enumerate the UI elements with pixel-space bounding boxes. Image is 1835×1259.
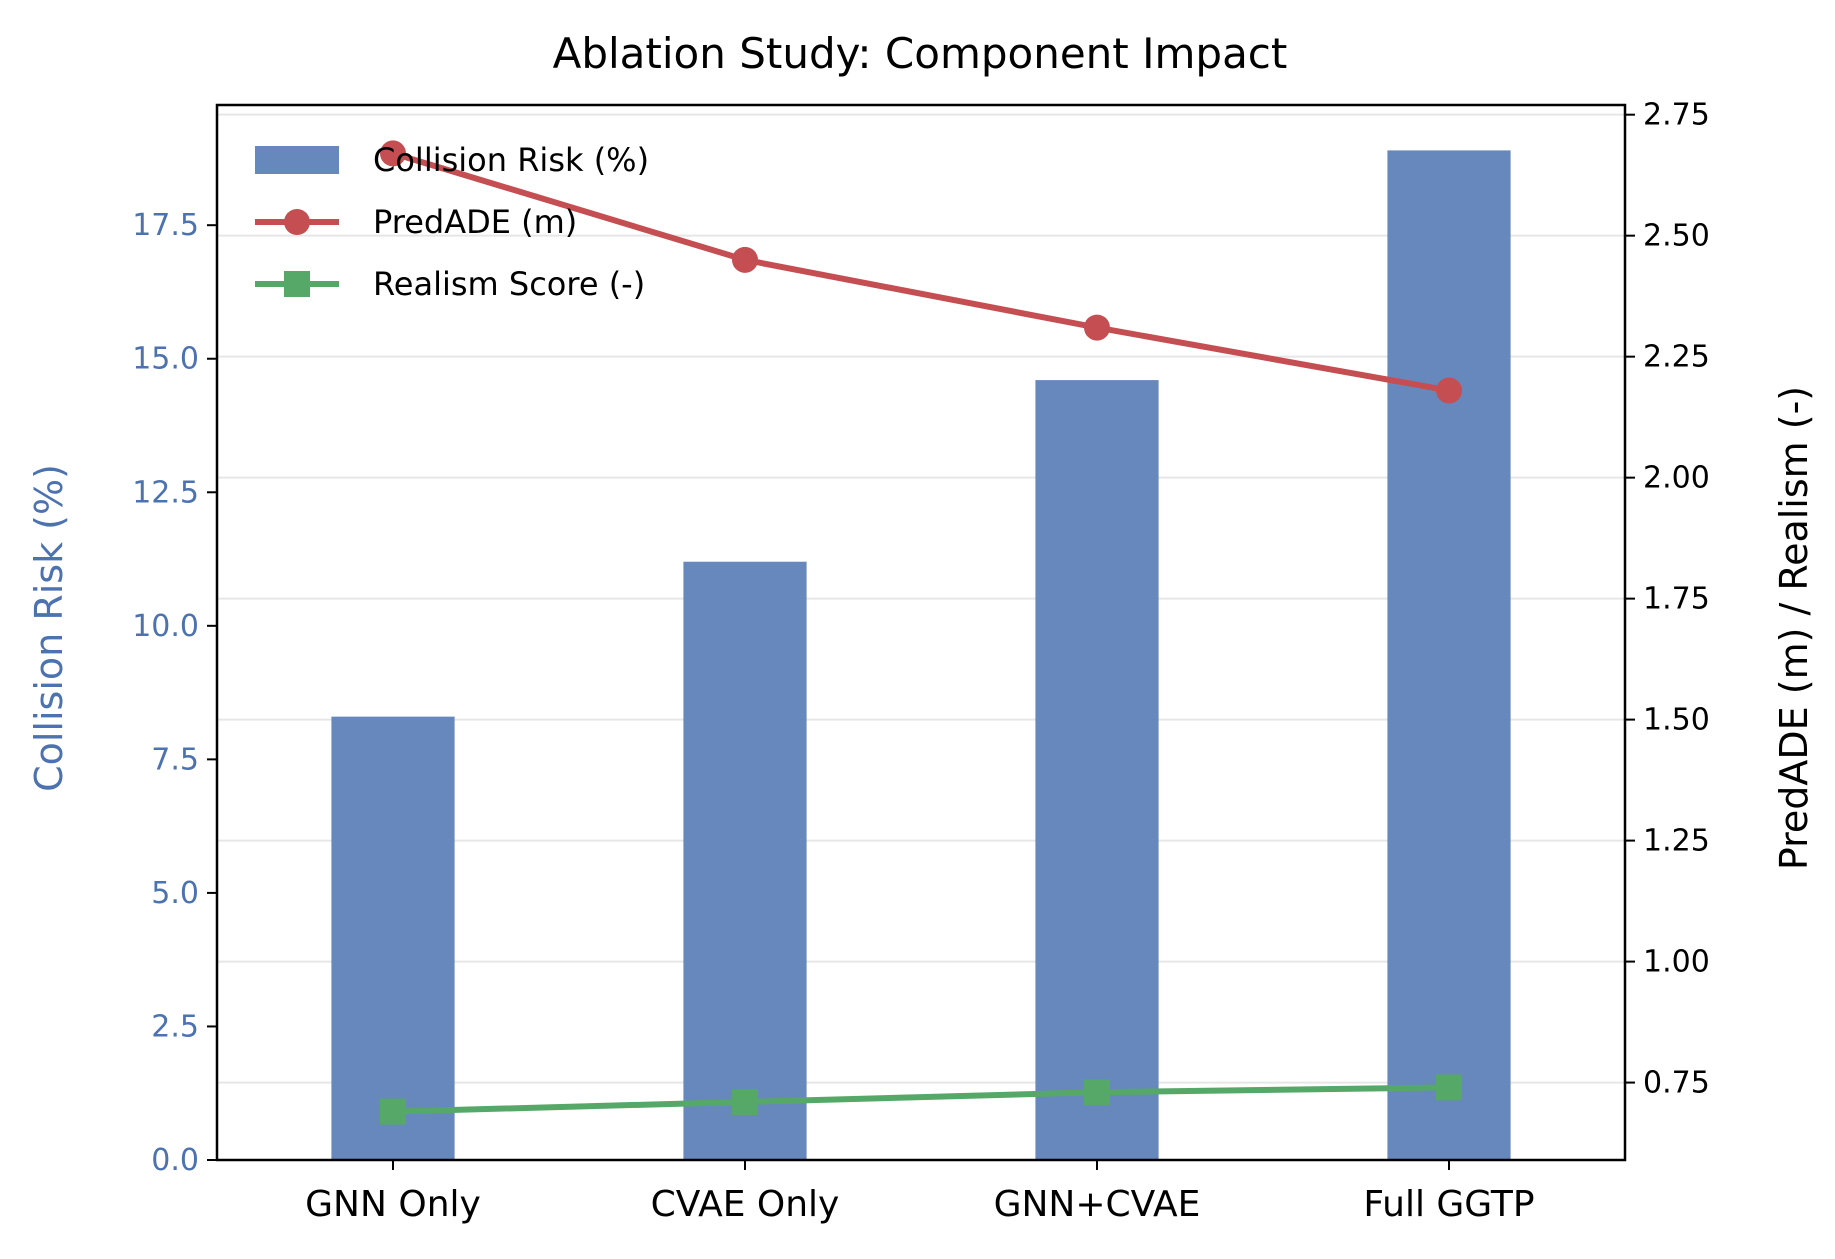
- point-predade-m: [1436, 377, 1462, 404]
- plot-frame: [215, 103, 1627, 1162]
- right-tick-label: 1.25: [1643, 824, 1710, 859]
- right-axis-label: PredADE (m) / Realism (-): [1772, 386, 1816, 870]
- bar-full-ggtp: [1387, 150, 1511, 1161]
- legend-marker-realism-score: [284, 271, 310, 297]
- right-tick-label: 0.75: [1643, 1066, 1710, 1101]
- point-realism-score: [380, 1098, 406, 1125]
- left-tick-label: 0.0: [151, 1143, 199, 1178]
- left-tick-label: 10.0: [132, 609, 199, 644]
- chart-title: Ablation Study: Component Impact: [553, 29, 1288, 78]
- left-axis-label: Collision Risk (%): [27, 464, 71, 792]
- left-tick-label: 12.5: [132, 475, 199, 510]
- left-tick-label: 15.0: [132, 342, 199, 377]
- point-predade-m: [732, 246, 758, 273]
- series-line-predade-m: [392, 150, 1450, 394]
- ticks-layer: 0.0 2.5 5.0 7.5 10.0 12.5 15.0 17.5 0.75 1.00 1.25…: [132, 98, 1710, 1225]
- x-tick-label: CVAE Only: [651, 1184, 840, 1225]
- point-predade-m: [380, 140, 406, 167]
- x-tick-label: GNN+CVAE: [994, 1184, 1201, 1225]
- point-realism-score: [1436, 1074, 1462, 1101]
- legend-swatch-collision-risk: [255, 146, 339, 174]
- lines-layer: [380, 140, 1462, 1125]
- right-tick-label: 2.75: [1643, 98, 1710, 133]
- x-tick-label: GNN Only: [305, 1184, 481, 1225]
- axes-layer: [215, 103, 1627, 1162]
- left-tick-label: 5.0: [151, 876, 199, 911]
- bar-cvae-only: [683, 561, 807, 1160]
- legend-label-collision-risk: Collision Risk (%): [373, 141, 649, 179]
- legend-label-realism-score: Realism Score (-): [373, 265, 645, 303]
- bar-gnn-only: [331, 716, 455, 1160]
- point-predade-m: [1084, 314, 1110, 341]
- right-tick-label: 2.50: [1643, 219, 1710, 254]
- left-tick-label: 17.5: [132, 208, 199, 243]
- bar-gnn-cvae: [1035, 380, 1159, 1160]
- right-tick-label: 1.75: [1643, 582, 1710, 617]
- right-tick-label: 2.25: [1643, 340, 1710, 375]
- x-tick-label: Full GGTP: [1363, 1184, 1534, 1225]
- right-tick-label: 2.00: [1643, 461, 1710, 496]
- point-realism-score: [1084, 1079, 1110, 1106]
- left-tick-label: 2.5: [151, 1009, 199, 1044]
- legend-label-predade-m: PredADE (m): [373, 203, 577, 241]
- right-tick-label: 1.00: [1643, 945, 1710, 980]
- point-realism-score: [732, 1088, 758, 1115]
- bars-layer: [331, 150, 1511, 1161]
- legend-marker-predade-m: [284, 209, 310, 235]
- right-tick-label: 1.50: [1643, 703, 1710, 738]
- legend: Collision Risk (%) PredADE (m) Realism Sco…: [255, 141, 649, 303]
- left-tick-label: 7.5: [151, 742, 199, 777]
- series-line-realism-score: [392, 1084, 1450, 1115]
